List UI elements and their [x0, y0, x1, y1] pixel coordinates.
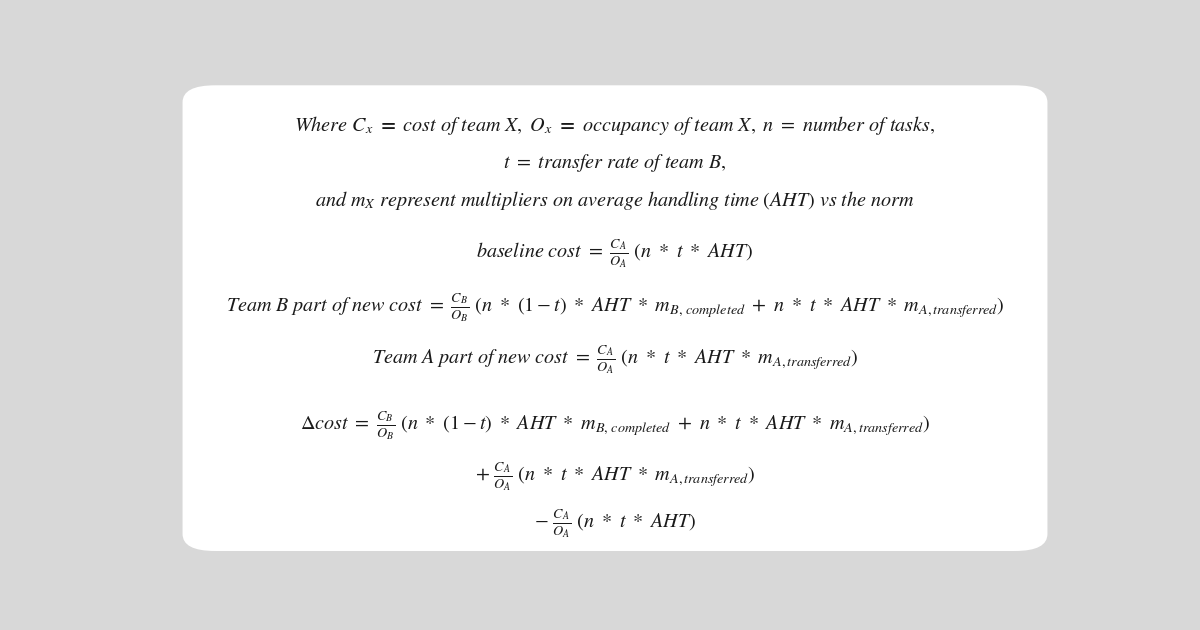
Text: $\mathbf{\mathit{baseline\ cost\ =\ \frac{C_{A}}{O_{A}}\ (n\ *\ t\ *\ AHT)}}$: $\mathbf{\mathit{baseline\ cost\ =\ \fra… [476, 238, 754, 270]
Text: $\mathbf{\mathit{-\ \frac{C_{A}}{O_{A}}\ (n\ *\ t\ *\ AHT)}}$: $\mathbf{\mathit{-\ \frac{C_{A}}{O_{A}}\… [534, 508, 696, 541]
Text: $\mathbf{\mathit{\Delta cost\ =\ \frac{C_{B}}{O_{B}}\ (n\ *\ (1-t)\ *\ AHT\ *\ m: $\mathbf{\mathit{\Delta cost\ =\ \frac{C… [300, 410, 930, 442]
Text: $\mathbf{\mathit{Where\ C}}_{x}\ \mathbf{=}\ \mathbf{\mathit{cost\ of\ team\ X,\: $\mathbf{\mathit{Where\ C}}_{x}\ \mathbf… [294, 114, 936, 137]
Text: $\mathbf{\mathit{Team\ B\ part\ of\ new\ cost\ =\ \frac{C_{B}}{O_{B}}\ (n\ *\ (1: $\mathbf{\mathit{Team\ B\ part\ of\ new\… [226, 291, 1004, 324]
Text: $\mathbf{\mathit{+\ \frac{C_{A}}{O_{A}}\ (n\ *\ t\ *\ AHT\ *\ m_{A,transferred}): $\mathbf{\mathit{+\ \frac{C_{A}}{O_{A}}\… [475, 461, 755, 493]
Text: $\mathbf{\mathit{and\ m}}_{X}\ \mathbf{\mathit{represent\ multipliers\ on\ avera: $\mathbf{\mathit{and\ m}}_{X}\ \mathbf{\… [316, 189, 914, 212]
Text: $\mathbf{\mathit{Team\ A\ part\ of\ new\ cost\ =\ \frac{C_{A}}{O_{A}}\ (n\ *\ t\: $\mathbf{\mathit{Team\ A\ part\ of\ new\… [372, 343, 858, 375]
FancyBboxPatch shape [182, 85, 1048, 551]
Text: $\mathbf{\mathit{t\ =\ transfer\ rate\ of\ team\ B,}}$: $\mathbf{\mathit{t\ =\ transfer\ rate\ o… [503, 152, 727, 174]
